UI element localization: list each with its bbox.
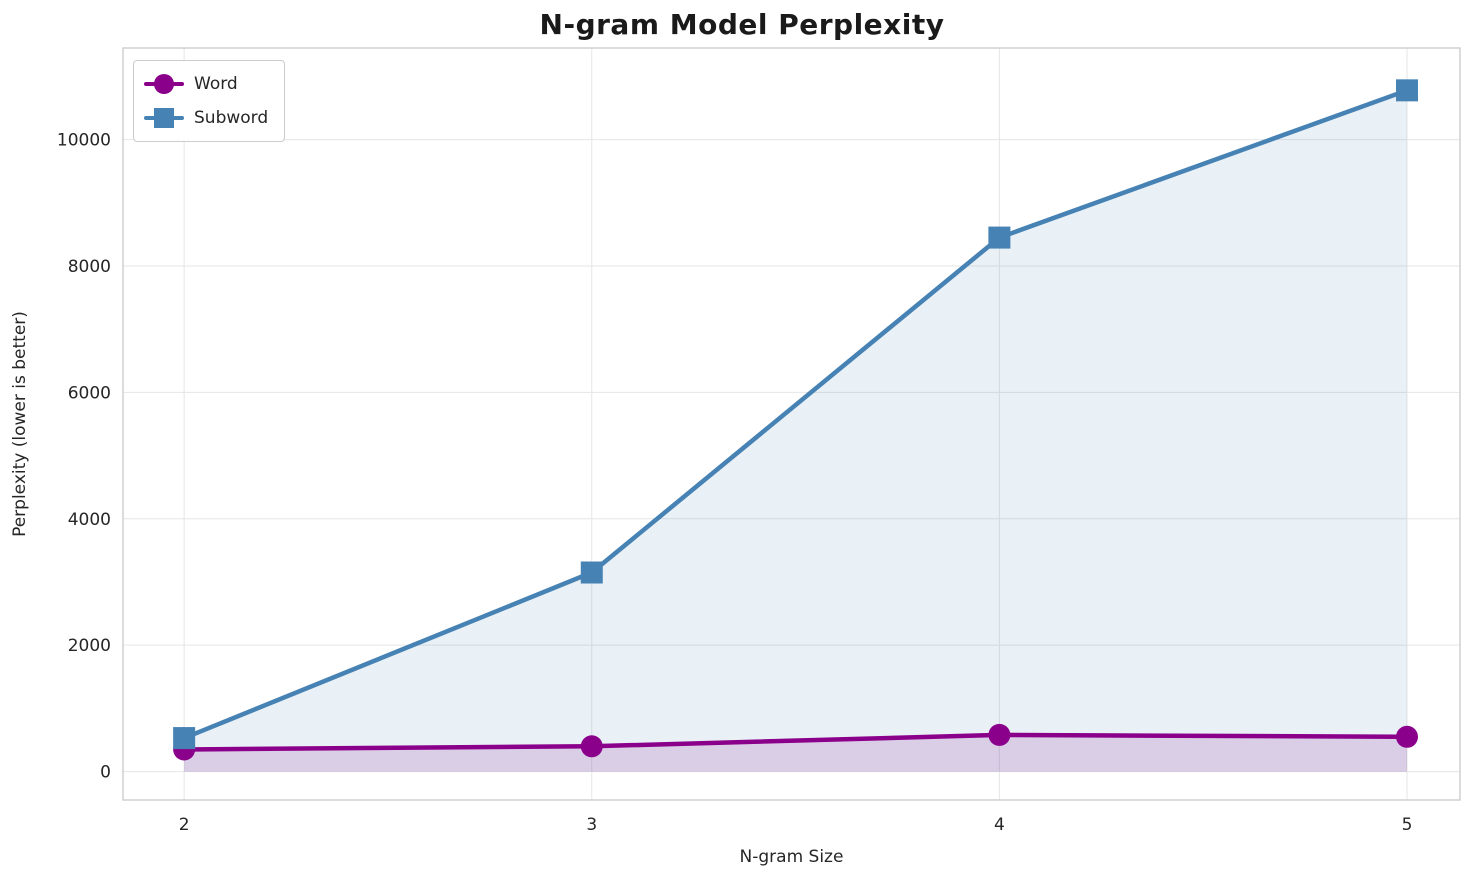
legend-label-subword: Subword bbox=[194, 108, 269, 128]
word-circle-marker-icon bbox=[154, 74, 174, 94]
x-tick-label: 4 bbox=[994, 815, 1005, 835]
y-tick-label: 2000 bbox=[68, 636, 111, 656]
chart-title: N-gram Model Perplexity bbox=[539, 8, 945, 41]
series-line-subword bbox=[181, 88, 1410, 741]
subword-square-marker-icon bbox=[154, 108, 174, 128]
data-point-subword bbox=[580, 561, 603, 584]
data-point-word bbox=[580, 735, 603, 758]
word-series-swatch bbox=[144, 73, 184, 95]
data-point-subword bbox=[1396, 79, 1419, 102]
legend-item-word: Word bbox=[144, 69, 268, 99]
x-axis-label: N-gram Size bbox=[740, 847, 844, 867]
data-point-word bbox=[1396, 725, 1419, 748]
x-tick-label: 3 bbox=[586, 815, 597, 835]
y-tick-label: 4000 bbox=[68, 510, 111, 530]
y-axis-label: Perplexity (lower is better) bbox=[10, 311, 30, 537]
area-fill-subword bbox=[184, 90, 1408, 772]
y-tick-label: 6000 bbox=[68, 383, 111, 403]
y-tick-label: 0 bbox=[100, 763, 111, 783]
y-tick-label: 10000 bbox=[57, 131, 111, 151]
data-point-subword bbox=[173, 727, 196, 750]
x-tick-label: 5 bbox=[1402, 815, 1413, 835]
series-line-word bbox=[181, 732, 1410, 752]
legend-label-word: Word bbox=[194, 74, 238, 94]
legend: Word Subword bbox=[133, 60, 286, 142]
plot-border bbox=[122, 47, 1461, 801]
legend-item-subword: Subword bbox=[144, 103, 268, 133]
area-fill-word bbox=[184, 734, 1408, 772]
x-tick-label: 2 bbox=[179, 815, 190, 835]
y-tick-label: 8000 bbox=[68, 257, 111, 277]
data-point-subword bbox=[988, 226, 1011, 249]
data-point-word bbox=[988, 723, 1011, 746]
subword-series-swatch bbox=[144, 107, 184, 129]
